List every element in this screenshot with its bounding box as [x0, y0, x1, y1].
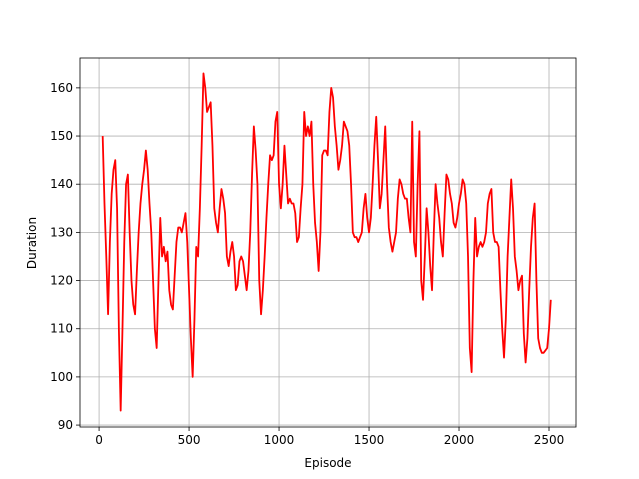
x-tick-label: 1500 — [354, 433, 385, 447]
y-tick-label: 90 — [58, 418, 73, 432]
y-tick-label: 130 — [50, 225, 73, 239]
plot-frame — [79, 57, 577, 428]
y-tick-label: 110 — [50, 322, 73, 336]
y-tick-label: 150 — [50, 129, 73, 143]
x-tick-label: 500 — [178, 433, 201, 447]
y-tick-label: 100 — [50, 370, 73, 384]
x-tick-label: 1000 — [264, 433, 295, 447]
x-axis-label: Episode — [304, 456, 351, 470]
y-tick-label: 140 — [50, 177, 73, 191]
x-tick-label: 2000 — [444, 433, 475, 447]
y-axis-label: Duration — [25, 217, 39, 269]
x-tick-label: 2500 — [534, 433, 565, 447]
y-tick-label: 120 — [50, 274, 73, 288]
x-tick-label: 0 — [95, 433, 103, 447]
y-tick-label: 160 — [50, 81, 73, 95]
data-line — [101, 72, 552, 412]
